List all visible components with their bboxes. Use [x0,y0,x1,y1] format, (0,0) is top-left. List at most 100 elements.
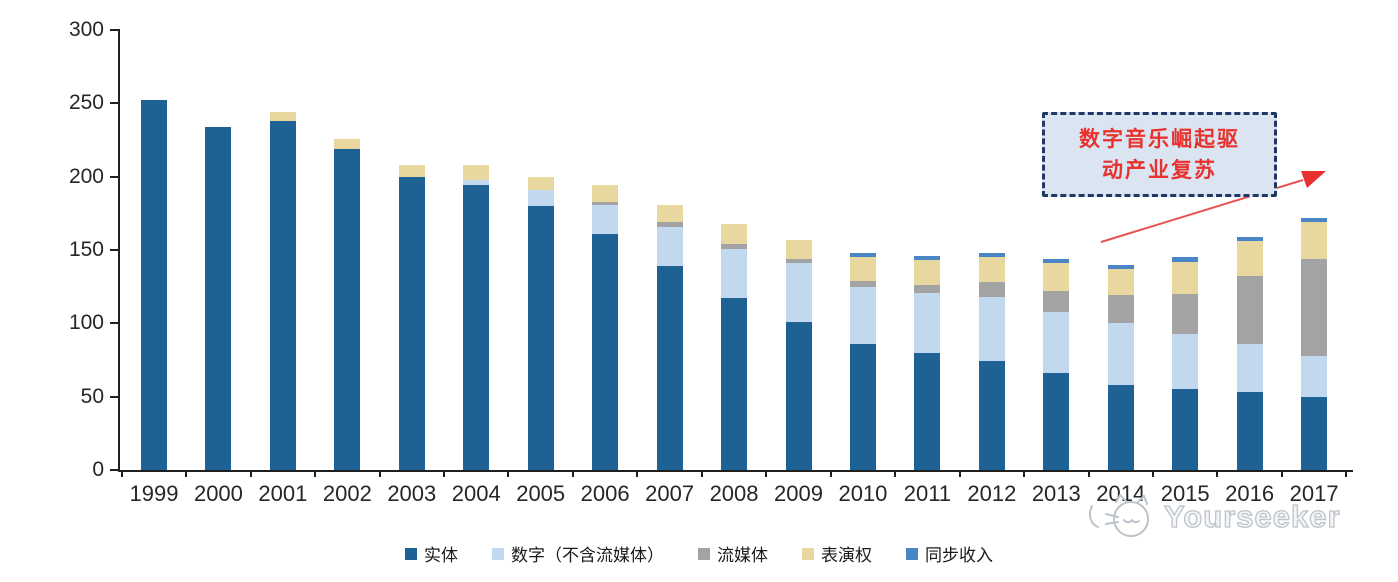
bar-segment [1301,258,1328,356]
x-tick-label: 2000 [193,481,243,506]
y-tick [110,102,118,105]
bar-segment [527,206,554,470]
bar-segment [269,112,296,121]
legend-label: 数字（不含流媒体） [511,546,664,565]
bar-segment [978,282,1005,297]
x-tick [378,471,381,477]
x-axis [118,470,1353,472]
bar-segment [463,164,490,180]
legend-label: 流媒体 [717,546,768,565]
bar-segment [592,204,619,234]
bar-segment [1107,323,1134,385]
bar-segment [1236,343,1263,393]
bar-segment [978,252,1005,258]
y-axis [118,29,120,472]
legend-item: 表演权 [802,541,872,566]
x-tick [765,471,768,477]
x-tick-label: 2010 [838,481,888,506]
bar-segment [141,100,167,470]
x-tick [120,471,123,477]
y-tick [110,29,118,31]
legend-swatch [906,547,918,560]
x-tick [1280,471,1283,477]
x-tick-label: 1999 [129,481,179,506]
bar-segment [785,321,812,470]
bar-segment [978,361,1005,470]
x-tick [1216,471,1219,477]
bar-segment [1043,258,1070,264]
legend-label: 同步收入 [925,546,993,565]
bar-segment [914,352,941,470]
legend-swatch [698,547,710,560]
bar-segment [1301,222,1328,259]
x-tick [1087,471,1090,477]
bar-segment [592,185,619,202]
bar-segment [463,179,490,186]
bar-segment [721,244,748,249]
y-tick [110,175,118,178]
x-tick-label: 2006 [580,481,630,506]
x-tick [1151,471,1154,477]
x-tick [894,471,897,477]
bar-segment [1236,276,1263,344]
bar-segment [334,138,361,149]
bar-segment [721,223,748,245]
x-tick-label: 2017 [1289,481,1339,506]
x-tick-label: 2009 [774,481,823,506]
bar-segment [527,176,554,190]
bar-segment [849,343,876,470]
y-tick-label: 0 [92,458,104,481]
bar-segment [1043,373,1070,470]
x-tick [1023,471,1026,477]
bar-segment [656,226,683,267]
bar-segment [1107,384,1134,470]
x-tick-label: 2008 [709,481,759,506]
legend-item: 同步收入 [906,541,993,566]
bar-segment [1172,257,1199,262]
bar-segment [656,222,683,227]
bar-segment [1236,236,1263,242]
legend-swatch [405,547,417,560]
bar-segment [914,255,941,261]
bar-segment [914,292,941,353]
y-tick-label: 50 [80,384,104,408]
x-tick [314,471,317,477]
x-tick-label: 2015 [1160,481,1210,506]
x-tick-label: 2002 [322,481,372,506]
bar-segment [849,280,876,287]
watermark-text: Yourseeker [1163,498,1341,534]
bar-segment [1107,269,1134,296]
x-tick [829,471,832,477]
bar-segment [1107,264,1134,270]
cat-logo-icon [1089,494,1149,537]
bar-segment [463,185,490,470]
y-tick-label: 150 [68,238,104,261]
bar-segment [785,239,812,259]
bar-segment [1301,396,1328,470]
y-tick [110,469,118,471]
bar-segment [527,189,554,206]
legend: 实体 数字（不含流媒体） 流媒体 表演权 同步收入 [0,541,1398,566]
legend-label: 表演权 [821,546,872,565]
bar-segment [1172,261,1199,294]
bar-segment [1236,241,1263,277]
bar-segment [592,201,619,205]
x-tick [1345,471,1348,477]
bar-segment [398,164,425,177]
y-tick-label: 250 [68,91,104,115]
bar-segment [914,260,941,286]
bar-segment [914,285,941,293]
x-tick-label: 2007 [645,481,695,506]
y-tick [110,322,118,325]
y-tick-label: 300 [68,18,104,41]
x-tick [507,471,510,477]
bar-segment [656,266,683,470]
y-tick [110,249,118,251]
x-tick-label: 2012 [967,481,1017,506]
bar-segment [1043,291,1070,312]
y-tick-label: 200 [68,164,104,188]
bar-segment [334,148,361,470]
bar-segment [1043,311,1070,374]
y-tick [110,395,118,398]
